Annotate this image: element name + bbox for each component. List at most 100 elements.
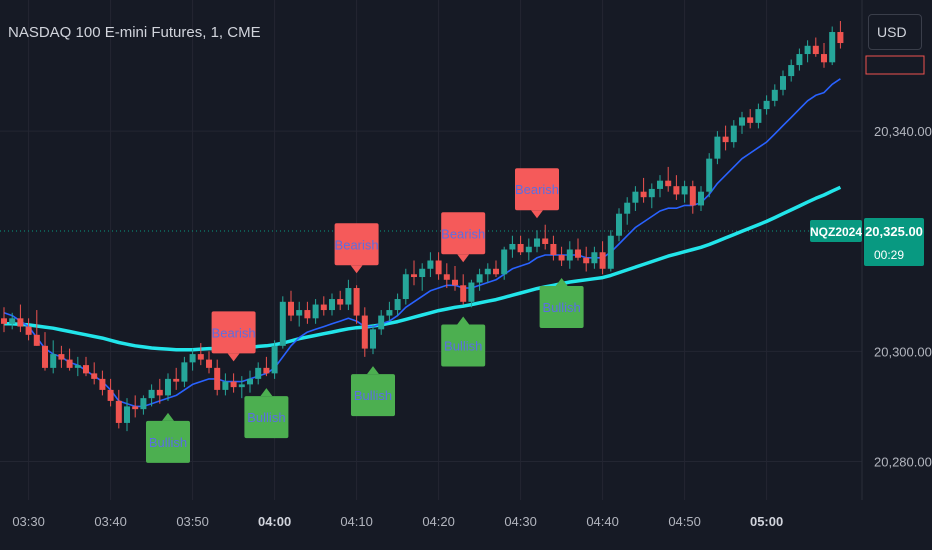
candle [788, 59, 795, 82]
time-tick-label: 03:30 [12, 514, 45, 529]
candle-body [206, 359, 212, 368]
candle [468, 279, 475, 308]
label-pointer [227, 353, 240, 362]
candle-body [304, 310, 311, 319]
candle [435, 252, 442, 280]
candle-body [616, 213, 622, 236]
candle [214, 359, 221, 396]
candle [804, 40, 811, 63]
candle-body [493, 268, 499, 275]
candlesticks [1, 21, 844, 432]
label-text: Bullish [149, 435, 187, 450]
bearish-signal-label: Bearish [441, 212, 485, 263]
candle-body [509, 243, 516, 250]
candle [230, 373, 237, 393]
candle [66, 348, 73, 371]
candle [812, 37, 819, 57]
candle [386, 301, 393, 322]
candle-body [722, 136, 729, 143]
candle-body [361, 315, 368, 349]
candle-body [419, 268, 426, 278]
candle [763, 95, 770, 115]
candle [370, 323, 376, 355]
candle-body [181, 362, 188, 382]
candle-body [271, 345, 278, 374]
grid-lines [0, 0, 862, 500]
candle [550, 235, 557, 261]
candle [99, 370, 106, 396]
bullish-signal-label: Bullish [244, 388, 289, 439]
label-text: Bearish [515, 182, 559, 197]
symbol-title[interactable]: NASDAQ 100 E-mini Futures, 1, CME [8, 24, 261, 41]
candle-body [730, 125, 737, 143]
candle-body [402, 274, 409, 300]
candle [829, 26, 836, 66]
label-box [211, 311, 256, 354]
candle [107, 378, 114, 407]
candle [632, 186, 639, 211]
label-pointer [350, 265, 363, 274]
candle-body [238, 384, 245, 388]
candle-body [58, 354, 65, 360]
candle [197, 343, 204, 366]
candle-body [829, 32, 836, 63]
candle [74, 356, 81, 377]
candle [148, 384, 155, 407]
candle-body [534, 238, 540, 247]
label-pointer [531, 210, 543, 219]
label-box [146, 420, 190, 463]
candle [50, 340, 57, 374]
candle [558, 246, 565, 267]
bullish-signal-label: Bullish [351, 366, 395, 417]
candle [304, 301, 311, 324]
candle-body [156, 389, 163, 396]
candle-body [780, 76, 786, 90]
label-pointer [367, 366, 379, 375]
candle-body [607, 235, 614, 269]
candle [714, 131, 721, 165]
label-text: Bullish [247, 410, 285, 425]
candle-body [624, 202, 631, 214]
candle-body [115, 400, 122, 423]
candle [419, 263, 426, 291]
candle-body [812, 45, 819, 55]
candle [337, 290, 344, 311]
candle-body [230, 381, 237, 388]
candle [288, 290, 294, 322]
candle [378, 310, 385, 335]
candle [583, 246, 590, 272]
candle [575, 238, 581, 261]
candle-body [804, 45, 811, 55]
candle [624, 197, 631, 225]
candle [173, 367, 180, 390]
candle [312, 299, 319, 324]
candle-body [394, 299, 401, 311]
candle-body [320, 304, 327, 311]
candle-body [575, 249, 581, 258]
candle [206, 351, 212, 374]
currency-button[interactable]: USD [868, 14, 922, 50]
candle-body [837, 32, 844, 44]
candle-body [370, 329, 376, 349]
candle-body [443, 274, 450, 280]
candle [189, 348, 196, 371]
candle [25, 318, 32, 341]
candle-body [33, 334, 40, 346]
time-axis-background[interactable] [0, 500, 932, 550]
label-pointer [457, 254, 470, 263]
candle-body [706, 158, 713, 192]
candle-body [648, 188, 655, 198]
candle [821, 43, 827, 68]
candle-body [501, 249, 508, 275]
price-tick-label: 20,340.00 [874, 124, 932, 139]
candle-body [771, 89, 778, 101]
candle [132, 395, 139, 418]
candle-body [140, 398, 147, 410]
candle [566, 241, 573, 269]
signal-labels: Bullish Bullish Bullish Bullish Bullish Beari… [146, 168, 584, 463]
candle-body [279, 301, 286, 346]
candle-body [452, 279, 458, 286]
bearish-signal-label: Bearish [515, 168, 559, 219]
